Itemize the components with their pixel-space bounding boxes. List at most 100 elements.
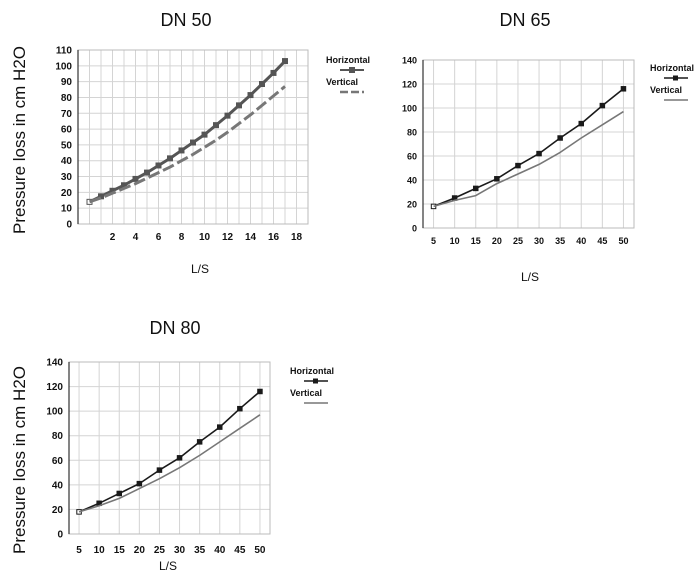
x-tick-label: 10	[450, 236, 460, 246]
data-point-horizontal	[155, 162, 162, 169]
y-tick-label: 70	[61, 109, 73, 120]
y-tick-label: 20	[52, 505, 64, 516]
legend-item-vertical: Vertical	[650, 85, 683, 95]
x-tick-label: 15	[114, 545, 126, 556]
x-tick-label: 30	[174, 545, 186, 556]
y-tick-label: 0	[66, 220, 72, 231]
x-tick-label: 40	[576, 236, 586, 246]
plot-area-1: 0 20 40 60 80 100 120 140 5 10 15 20 25 30 35 40 45 50	[402, 56, 635, 246]
data-point-horizontal	[144, 169, 150, 176]
x-tick-label: 15	[471, 236, 481, 246]
x-axis-label-dn80: L/S	[158, 559, 177, 573]
data-point-horizontal	[270, 69, 277, 76]
data-point-horizontal	[190, 139, 196, 146]
y-tick-label: 100	[402, 104, 417, 114]
x-tick-label: 50	[618, 236, 628, 246]
data-point-horizontal	[259, 81, 265, 88]
x-tick-label: 50	[254, 545, 266, 556]
legend-item-vertical: Vertical	[290, 388, 323, 398]
y-tick-label: 140	[46, 358, 63, 369]
y-tick-label: 30	[61, 172, 73, 183]
data-point-horizontal	[178, 147, 185, 154]
y-tick-label: 140	[402, 56, 417, 66]
x-tick-label: 25	[154, 545, 166, 556]
data-point-horizontal	[247, 92, 254, 99]
data-point-horizontal	[515, 162, 521, 169]
data-point-horizontal	[557, 135, 563, 141]
data-point-horizontal	[236, 102, 242, 109]
y-tick-label: 0	[57, 530, 63, 541]
series-line-horizontal	[433, 88, 624, 208]
legend-swatch-horizontal	[664, 75, 688, 81]
data-point-horizontal	[494, 176, 500, 182]
y-tick-label: 50	[61, 140, 73, 151]
y-tick-label: 120	[402, 80, 417, 90]
legend-item-horizontal: Horizontal	[650, 63, 694, 73]
data-point-horizontal	[116, 490, 122, 497]
legend-item-horizontal: Horizontal	[290, 366, 334, 376]
x-tick-label: 14	[245, 232, 257, 243]
plot-area-2: 0 20 40 60 80 100 120 140 5 10 15 20 25 30 35 40 45 50	[46, 358, 271, 556]
x-tick-label: 5	[431, 236, 436, 246]
x-tick-label: 10	[94, 545, 106, 556]
y-tick-label: 100	[46, 407, 63, 418]
data-point-horizontal	[282, 58, 288, 65]
legend-dn65: Horizontal Vertical	[650, 63, 694, 107]
legend-swatch-vertical	[340, 90, 364, 94]
y-tick-label: 40	[407, 176, 417, 186]
y-tick-label: 80	[52, 431, 64, 442]
x-tick-label: 45	[234, 545, 246, 556]
data-point-horizontal	[167, 155, 173, 162]
x-tick-label: 5	[76, 545, 82, 556]
y-tick-label: 120	[46, 382, 63, 393]
y-tick-label: 10	[61, 204, 73, 215]
y-tick-label: 100	[55, 61, 72, 72]
x-tick-label: 30	[534, 236, 544, 246]
y-tick-label: 80	[61, 93, 73, 104]
x-tick-label: 10	[199, 232, 211, 243]
data-point-horizontal	[156, 467, 163, 473]
x-axis-label-dn65: L/S	[520, 270, 539, 284]
x-tick-label: 35	[555, 236, 565, 246]
data-point-horizontal	[599, 102, 606, 109]
series-line-vertical	[89, 85, 286, 204]
y-tick-label: 60	[52, 456, 64, 467]
legend-item-vertical: Vertical	[326, 77, 359, 87]
x-tick-label: 35	[194, 545, 206, 556]
x-axis-label-dn50: L/S	[190, 262, 209, 276]
y-tick-label: 40	[61, 156, 73, 167]
chart-title-dn65: DN 65	[499, 10, 551, 30]
legend-swatch-horizontal	[304, 378, 328, 384]
x-tick-label: 40	[214, 545, 226, 556]
y-tick-label: 0	[412, 224, 417, 234]
data-point-horizontal	[473, 185, 479, 192]
legend-item-horizontal: Horizontal	[326, 55, 370, 65]
y-tick-label: 60	[407, 152, 417, 162]
data-point-horizontal	[196, 439, 203, 445]
series-line-vertical	[78, 414, 261, 513]
chart-title-dn80: DN 80	[149, 318, 201, 338]
legend-swatch-horizontal	[340, 67, 364, 73]
chart-title-dn50: DN 50	[160, 10, 212, 30]
data-point-horizontal	[237, 405, 243, 412]
y-tick-label: 40	[52, 480, 64, 491]
y-tick-label: 110	[56, 46, 73, 57]
data-point-horizontal	[536, 150, 542, 157]
x-tick-label: 12	[222, 232, 234, 243]
x-tick-label: 6	[156, 232, 162, 243]
x-tick-label: 8	[179, 232, 185, 243]
x-tick-label: 16	[268, 232, 280, 243]
x-tick-label: 18	[291, 232, 303, 243]
y-tick-label: 20	[61, 188, 73, 199]
x-tick-label: 2	[110, 232, 116, 243]
legend-swatch-vertical	[664, 99, 688, 101]
legend-dn50: Horizontal Vertical	[326, 55, 370, 99]
data-point-horizontal	[201, 131, 208, 138]
x-tick-label: 20	[134, 545, 146, 556]
data-point-horizontal	[224, 112, 231, 119]
x-tick-label: 4	[133, 232, 139, 243]
x-tick-label: 25	[513, 236, 523, 246]
data-point-horizontal	[578, 120, 584, 127]
y-tick-label: 20	[407, 200, 417, 210]
